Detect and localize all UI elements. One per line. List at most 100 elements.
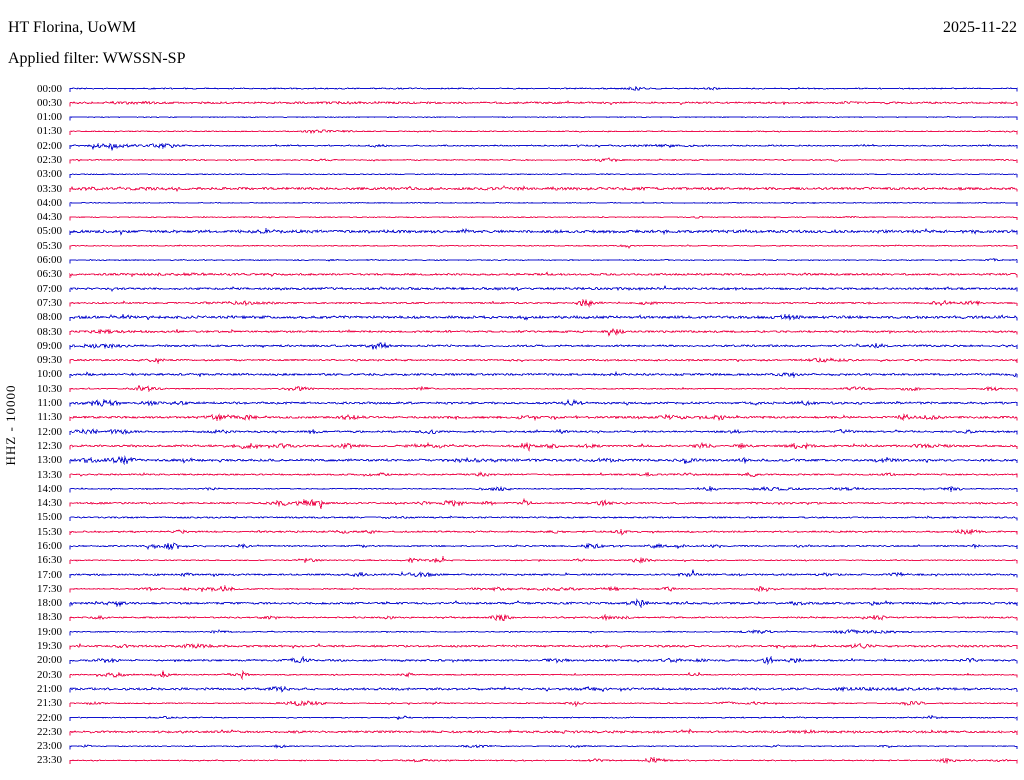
row-time-label: 13:30	[36, 468, 62, 481]
row-time-label: 08:30	[36, 325, 62, 338]
trace-row-01:00	[69, 115, 1018, 121]
trace-row-05:00	[69, 227, 1018, 236]
trace-row-23:30	[69, 756, 1018, 765]
row-time-label: 17:30	[36, 582, 62, 595]
trace-row-05:30	[69, 244, 1018, 250]
trace-row-15:30	[69, 528, 1018, 536]
trace-row-02:00	[69, 142, 1018, 151]
trace-row-17:30	[69, 584, 1018, 593]
trace-row-16:00	[69, 542, 1018, 551]
row-time-label: 02:00	[36, 139, 62, 152]
trace-row-22:30	[69, 728, 1018, 736]
row-time-label: 18:00	[36, 597, 62, 610]
row-time-label: 00:00	[36, 82, 62, 95]
row-time-label: 01:30	[36, 125, 62, 138]
trace-row-16:30	[69, 554, 1018, 564]
trace-row-19:00	[69, 628, 1018, 636]
row-time-label: 03:00	[36, 168, 62, 181]
trace-row-19:30	[69, 642, 1018, 650]
applied-filter-label: Applied filter: WWSSN-SP	[8, 50, 186, 67]
row-time-label: 01:00	[36, 111, 62, 124]
row-time-label: 05:30	[36, 239, 62, 252]
row-time-label: 00:30	[36, 96, 62, 109]
row-time-label: 04:00	[36, 196, 62, 209]
trace-row-02:30	[69, 157, 1018, 164]
row-time-label: 11:30	[37, 411, 62, 424]
row-time-label: 14:00	[36, 482, 62, 495]
row-time-label: 07:00	[36, 282, 62, 295]
row-time-label: 06:30	[36, 268, 62, 281]
trace-row-18:30	[69, 613, 1018, 622]
trace-row-01:30	[69, 129, 1018, 135]
trace-row-03:30	[69, 185, 1018, 193]
trace-row-13:30	[69, 471, 1018, 478]
trace-row-21:30	[69, 700, 1018, 708]
row-time-label: 19:00	[36, 625, 62, 638]
row-time-label: 05:00	[36, 225, 62, 238]
trace-row-20:00	[69, 655, 1018, 666]
row-time-label: 22:30	[36, 725, 62, 738]
trace-row-22:00	[69, 714, 1018, 722]
trace-row-17:00	[69, 569, 1018, 579]
row-time-label: 19:30	[36, 640, 62, 653]
trace-row-11:30	[69, 412, 1018, 423]
trace-row-20:30	[69, 669, 1018, 681]
trace-row-08:00	[69, 313, 1018, 321]
trace-row-23:00	[69, 743, 1018, 750]
trace-row-08:30	[69, 327, 1018, 338]
row-time-label: 15:00	[36, 511, 62, 524]
row-time-label: 08:00	[36, 311, 62, 324]
trace-row-07:00	[69, 284, 1018, 293]
station-title: HT Florina, UoWM	[8, 19, 137, 36]
row-time-label: 07:30	[36, 296, 62, 309]
trace-row-14:30	[69, 497, 1018, 510]
row-time-label: 09:00	[36, 339, 62, 352]
row-time-label: 15:30	[36, 525, 62, 538]
trace-row-07:30	[69, 298, 1018, 308]
trace-row-09:00	[69, 341, 1018, 350]
row-time-label: 20:30	[36, 668, 62, 681]
row-time-label: 13:00	[36, 454, 62, 467]
trace-row-11:00	[69, 398, 1018, 407]
trace-row-04:00	[69, 201, 1018, 207]
trace-row-04:30	[69, 215, 1018, 221]
trace-row-13:00	[69, 455, 1018, 466]
trace-row-12:00	[69, 428, 1018, 436]
row-time-label: 10:30	[36, 382, 62, 395]
row-time-label: 18:30	[36, 611, 62, 624]
row-time-label: 12:00	[36, 425, 62, 438]
trace-row-00:00	[69, 85, 1018, 92]
row-time-label: 16:30	[36, 554, 62, 567]
trace-row-03:00	[69, 173, 1018, 178]
row-time-label: 23:30	[36, 754, 62, 767]
row-time-label: 21:00	[36, 682, 62, 695]
row-time-label: 09:30	[36, 354, 62, 367]
row-time-label: 06:00	[36, 254, 62, 267]
trace-row-15:00	[69, 515, 1018, 521]
row-time-label: 14:30	[36, 497, 62, 510]
trace-row-06:00	[69, 258, 1018, 264]
trace-row-12:30	[69, 441, 1018, 452]
trace-row-00:30	[69, 99, 1018, 107]
row-time-label: 04:30	[36, 211, 62, 224]
row-time-label: 21:30	[36, 697, 62, 710]
row-time-label: 22:00	[36, 711, 62, 724]
row-time-label: 20:00	[36, 654, 62, 667]
trace-row-06:30	[69, 271, 1018, 278]
trace-row-09:30	[69, 357, 1018, 365]
trace-row-14:00	[69, 485, 1018, 493]
row-time-label: 23:00	[36, 740, 62, 753]
row-time-label: 17:00	[36, 568, 62, 581]
trace-row-18:00	[69, 598, 1018, 609]
row-time-label: 11:00	[37, 397, 62, 410]
trace-row-10:00	[69, 370, 1018, 379]
row-time-label: 03:30	[36, 182, 62, 195]
row-time-label: 02:30	[36, 153, 62, 166]
row-time-label: 16:00	[36, 540, 62, 552]
date-label: 2025-11-22	[942, 19, 1017, 36]
trace-row-10:30	[69, 384, 1018, 393]
row-time-label: 10:00	[36, 368, 62, 381]
row-time-label: 12:30	[36, 439, 62, 452]
